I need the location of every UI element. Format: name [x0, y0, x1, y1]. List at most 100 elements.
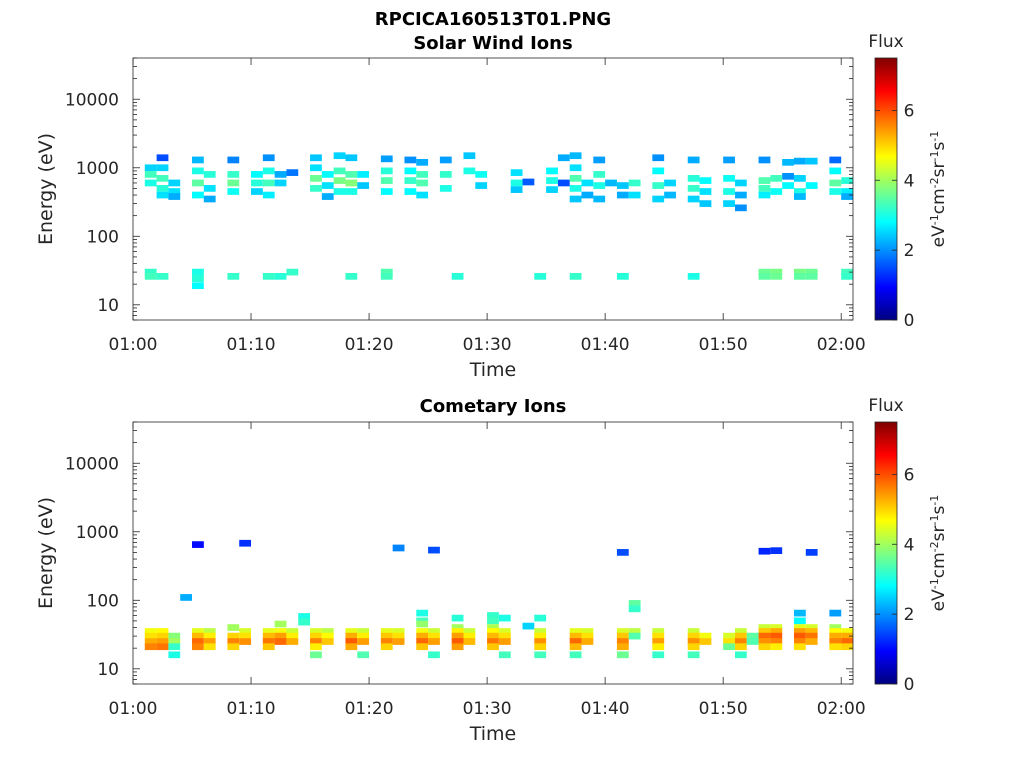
heatmap-cell	[156, 273, 169, 280]
heatmap-cell	[416, 609, 429, 617]
heatmap-cell	[239, 632, 252, 640]
heatmap-cell	[522, 178, 535, 186]
heatmap-cell	[428, 546, 440, 554]
heatmap-cell	[829, 643, 842, 651]
heatmap-cell	[203, 643, 216, 651]
heatmap-cell	[144, 164, 157, 172]
heatmap-cell	[510, 186, 523, 193]
heatmap-cell	[156, 154, 169, 162]
heatmap-cell	[357, 628, 370, 635]
heatmap-cell	[581, 191, 594, 199]
heatmap-cell	[616, 273, 629, 280]
heatmap-cell	[687, 156, 700, 164]
heatmap-cell	[392, 544, 405, 552]
heatmap-cell	[274, 179, 287, 187]
heatmap-cell	[404, 167, 417, 175]
y-tick-label: 100	[87, 591, 119, 611]
heatmap-cell	[723, 200, 735, 207]
heatmap-cell	[345, 171, 358, 178]
heatmap-cell	[274, 628, 287, 635]
solar-wind-heatmap	[144, 152, 853, 290]
solar-wind-colorbar-gradient	[874, 57, 898, 321]
heatmap-cell	[510, 179, 523, 187]
heatmap-cell	[416, 620, 429, 628]
cometary-y-ticks: 10 100 1000 10000	[65, 421, 853, 685]
heatmap-cell	[439, 185, 452, 192]
heatmap-cell	[239, 638, 252, 645]
heatmap-cell	[192, 275, 204, 283]
solar-wind-panel: Solar Wind Ions 01:00 01:10 01:20 01:30 01:4…	[35, 32, 949, 381]
heatmap-cell	[758, 177, 771, 184]
cometary-xlabel: Time	[469, 723, 517, 745]
heatmap-cell	[286, 632, 299, 640]
heatmap-cell	[333, 177, 346, 184]
heatmap-cell	[770, 628, 783, 635]
heatmap-cell	[758, 191, 771, 199]
heatmap-cell	[321, 632, 334, 640]
heatmap-cell	[829, 609, 842, 617]
heatmap-cell	[168, 179, 181, 187]
heatmap-cell	[805, 549, 818, 556]
heatmap-cell	[345, 179, 358, 187]
heatmap-cell	[687, 628, 700, 635]
heatmap-cell	[841, 628, 853, 635]
heatmap-cell	[805, 638, 818, 645]
heatmap-cell	[416, 179, 429, 187]
heatmap-cell	[569, 152, 582, 160]
heatmap-cell	[841, 177, 853, 184]
heatmap-cell	[310, 651, 322, 659]
heatmap-cell	[734, 651, 747, 659]
heatmap-cell	[144, 273, 157, 280]
heatmap-cell	[557, 179, 570, 187]
cometary-axes-box	[132, 421, 854, 685]
heatmap-cell	[569, 195, 582, 203]
heatmap-cell	[310, 632, 322, 640]
heatmap-cell	[227, 188, 240, 195]
heatmap-cell	[286, 638, 299, 645]
heatmap-cell	[203, 632, 216, 640]
heatmap-cell	[380, 632, 393, 640]
heatmap-cell	[156, 638, 169, 645]
heatmap-cell	[380, 177, 393, 184]
heatmap-cell	[699, 638, 712, 645]
heatmap-cell	[805, 624, 818, 631]
figure-title: RPCICA160513T01.PNG	[375, 9, 611, 30]
heatmap-cell	[180, 594, 193, 601]
heatmap-cell	[569, 164, 582, 172]
heatmap-cell	[192, 541, 204, 548]
heatmap-cell	[746, 638, 759, 645]
heatmap-cell	[451, 614, 464, 622]
heatmap-cell	[239, 628, 252, 635]
heatmap-cell	[793, 157, 806, 165]
x-tick-label: 01:50	[699, 335, 748, 355]
heatmap-cell	[534, 643, 547, 651]
heatmap-cell	[310, 175, 322, 182]
heatmap-cell	[758, 643, 771, 651]
heatmap-cell	[699, 632, 712, 640]
heatmap-cell	[734, 191, 747, 199]
heatmap-cell	[581, 638, 594, 645]
heatmap-cell	[203, 195, 216, 203]
y-tick-label: 10000	[65, 90, 119, 110]
heatmap-cell	[428, 628, 440, 635]
heatmap-cell	[628, 179, 641, 187]
heatmap-cell	[664, 179, 676, 187]
heatmap-cell	[168, 193, 181, 200]
heatmap-cell	[841, 638, 853, 645]
heatmap-cell	[793, 175, 806, 182]
solar-wind-xlabel: Time	[469, 359, 517, 381]
heatmap-cell	[310, 164, 322, 172]
heatmap-cell	[156, 175, 169, 182]
heatmap-cell	[581, 628, 594, 635]
cometary-ylabel: Energy (eV)	[35, 497, 57, 609]
heatmap-cell	[616, 191, 629, 199]
heatmap-cell	[569, 651, 582, 659]
heatmap-cell	[144, 643, 157, 651]
heatmap-cell	[782, 158, 794, 166]
heatmap-cell	[274, 638, 287, 645]
heatmap-cell	[262, 154, 275, 162]
heatmap-cell	[687, 195, 700, 203]
heatmap-cell	[546, 177, 558, 184]
heatmap-cell	[156, 628, 169, 635]
heatmap-cell	[841, 643, 853, 651]
